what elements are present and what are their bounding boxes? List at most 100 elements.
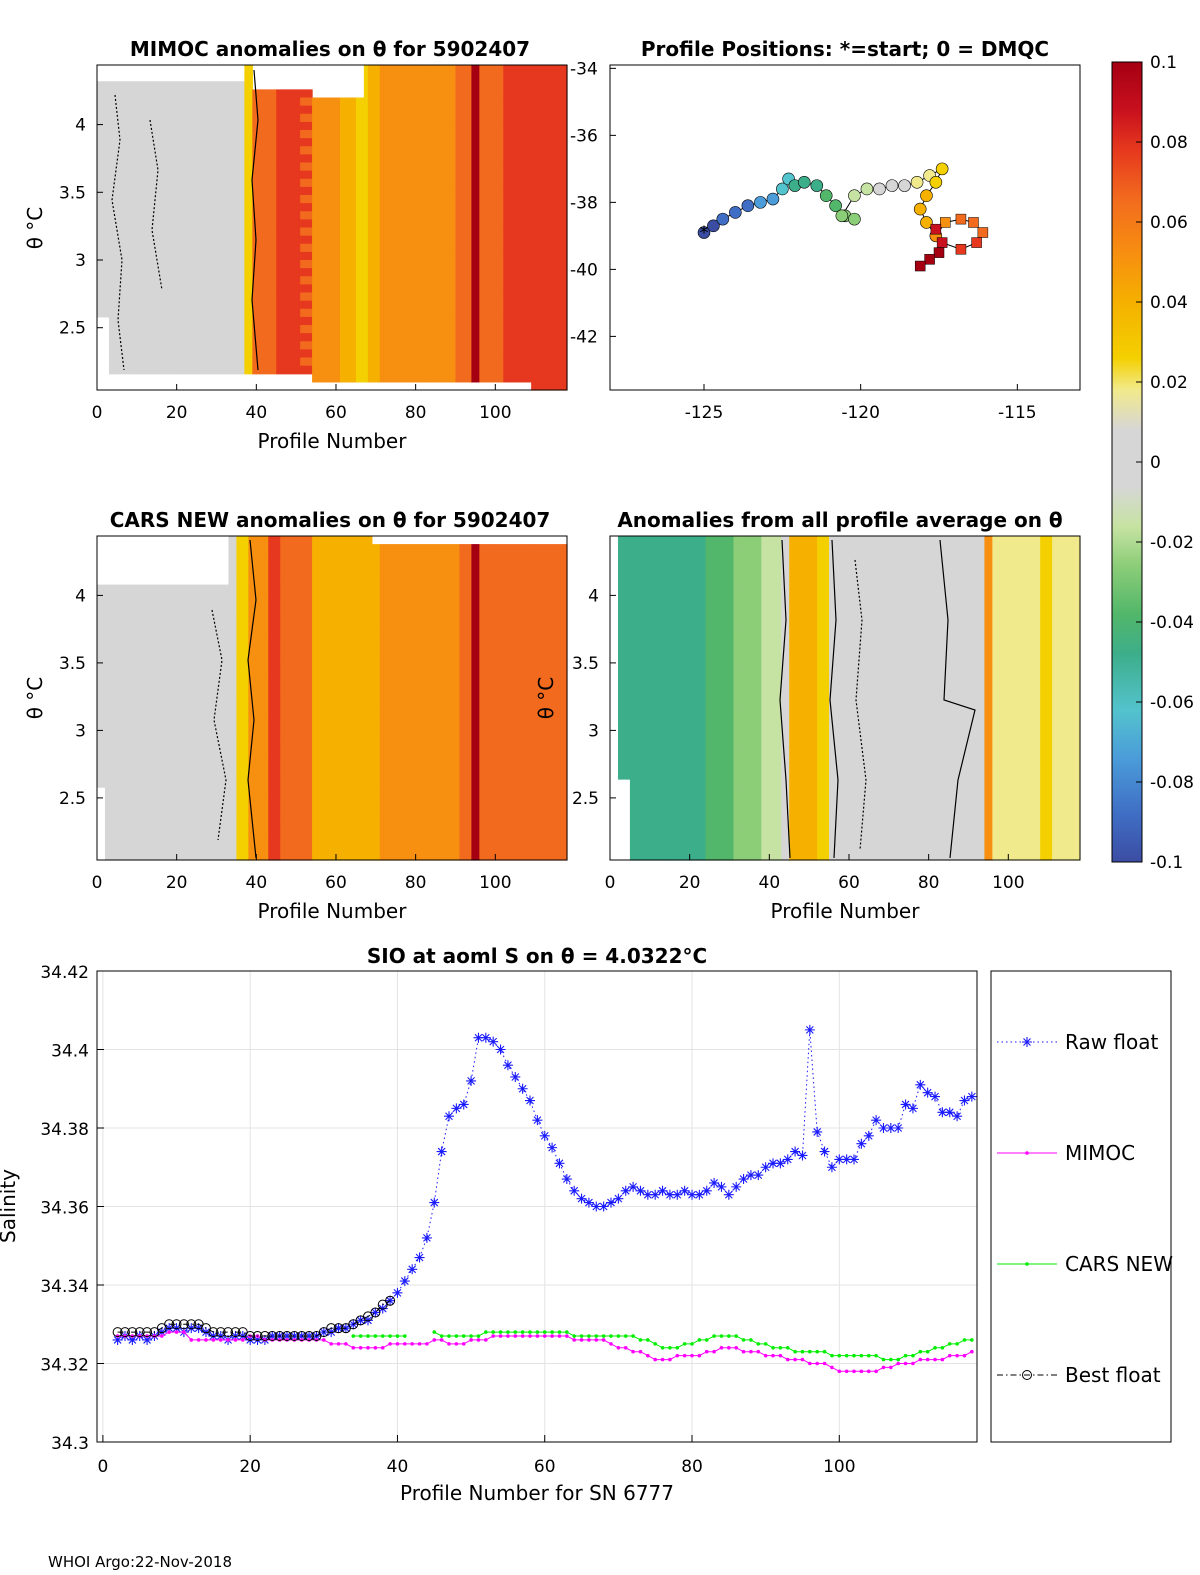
heat-cell bbox=[144, 325, 150, 334]
heat-cell bbox=[200, 300, 206, 310]
heat-cell bbox=[487, 105, 492, 115]
heat-cell bbox=[363, 292, 369, 302]
heat-cell bbox=[136, 89, 142, 99]
heat-cell bbox=[136, 325, 142, 334]
heat-cell bbox=[132, 714, 138, 723]
heat-cell bbox=[375, 357, 381, 367]
heat-cell bbox=[539, 308, 544, 318]
heat-cell bbox=[132, 827, 138, 837]
heat-cell bbox=[192, 276, 198, 285]
heat-cell bbox=[184, 146, 190, 155]
heat-cell bbox=[128, 162, 134, 172]
heat-cell bbox=[332, 162, 337, 172]
heat-cell bbox=[264, 300, 269, 310]
heat-cell bbox=[136, 706, 142, 715]
heat-cell bbox=[128, 260, 134, 269]
heat-cell bbox=[140, 851, 146, 861]
heat-cell bbox=[128, 146, 134, 155]
heat-cell bbox=[431, 333, 437, 342]
heat-cell bbox=[320, 333, 325, 342]
heat-cell bbox=[184, 251, 190, 261]
heat-cell bbox=[399, 130, 405, 139]
heat-cell bbox=[124, 738, 130, 748]
heat-cell bbox=[212, 89, 218, 99]
heat-cell bbox=[503, 105, 508, 115]
profile-marker bbox=[810, 179, 824, 192]
heat-cell bbox=[97, 738, 102, 748]
heat-cell bbox=[188, 292, 194, 302]
heat-cell bbox=[224, 268, 230, 277]
heat-cell bbox=[220, 357, 226, 367]
heat-cell bbox=[419, 146, 425, 155]
heat-cell bbox=[371, 65, 377, 74]
heat-cell bbox=[124, 300, 130, 310]
heat-cell bbox=[120, 722, 126, 731]
heat-cell bbox=[148, 665, 154, 675]
heat-cell bbox=[108, 81, 114, 90]
heat-cell bbox=[563, 178, 568, 188]
heat-cell bbox=[164, 325, 170, 334]
heat-cell bbox=[395, 227, 401, 237]
heat-cell bbox=[124, 105, 130, 115]
heat-cell bbox=[519, 341, 524, 350]
heat-cell bbox=[244, 130, 249, 139]
heat-cell bbox=[100, 162, 106, 172]
heat-cell bbox=[391, 333, 397, 342]
heat-cell bbox=[411, 227, 417, 237]
heat-cell bbox=[180, 219, 186, 229]
heat-cell bbox=[252, 268, 257, 277]
heat-cell bbox=[511, 89, 516, 99]
heat-cell bbox=[108, 89, 114, 99]
heat-cell bbox=[555, 276, 560, 285]
ytick-label: 4 bbox=[75, 116, 86, 136]
heat-cell bbox=[427, 284, 433, 294]
heat-cell bbox=[479, 292, 484, 302]
heat-cell bbox=[399, 341, 405, 350]
heat-cell bbox=[292, 316, 297, 326]
heat-cell bbox=[320, 373, 325, 383]
heat-cell bbox=[124, 349, 130, 359]
heat-cell bbox=[547, 316, 552, 326]
heat-cell bbox=[256, 325, 261, 334]
heat-cell bbox=[252, 365, 257, 375]
heat-cell bbox=[304, 284, 309, 294]
heat-cell bbox=[128, 722, 134, 731]
heat-cell bbox=[216, 219, 222, 229]
heat-cell bbox=[136, 243, 142, 253]
heat-cell bbox=[555, 170, 560, 180]
heat-cell bbox=[467, 186, 472, 196]
heat-cell bbox=[132, 746, 138, 756]
heat-cell bbox=[543, 73, 548, 82]
heat-cell bbox=[116, 762, 122, 772]
heat-cell bbox=[144, 308, 150, 318]
heat-cell bbox=[379, 373, 385, 383]
heat-cell bbox=[168, 235, 174, 245]
heat-cell bbox=[240, 300, 245, 310]
heat-cell bbox=[423, 349, 429, 359]
heat-cell bbox=[491, 357, 496, 367]
heat-cell bbox=[399, 235, 405, 245]
heat-cell bbox=[379, 138, 385, 147]
heat-cell bbox=[332, 243, 337, 253]
heat-cell bbox=[184, 154, 190, 164]
heat-cell bbox=[272, 333, 277, 342]
heat-cell bbox=[523, 162, 528, 172]
cars-heatmap bbox=[97, 536, 568, 861]
heat-cell bbox=[172, 130, 178, 139]
heat-cell bbox=[216, 178, 222, 188]
heat-cell bbox=[220, 219, 226, 229]
heat-cell bbox=[447, 292, 453, 302]
heat-cell bbox=[136, 746, 142, 756]
heat-cell bbox=[487, 211, 492, 220]
heat-cell bbox=[543, 243, 548, 253]
heat-cell bbox=[555, 154, 560, 164]
heat-cell bbox=[284, 357, 289, 367]
heat-cell bbox=[128, 754, 134, 764]
heat-cell bbox=[308, 325, 313, 334]
heat-cell bbox=[499, 260, 504, 269]
heat-cell bbox=[515, 97, 520, 107]
heat-cell bbox=[148, 746, 154, 756]
heat-cell bbox=[124, 730, 130, 740]
heat-cell bbox=[407, 341, 413, 350]
heat-cell bbox=[391, 365, 397, 375]
